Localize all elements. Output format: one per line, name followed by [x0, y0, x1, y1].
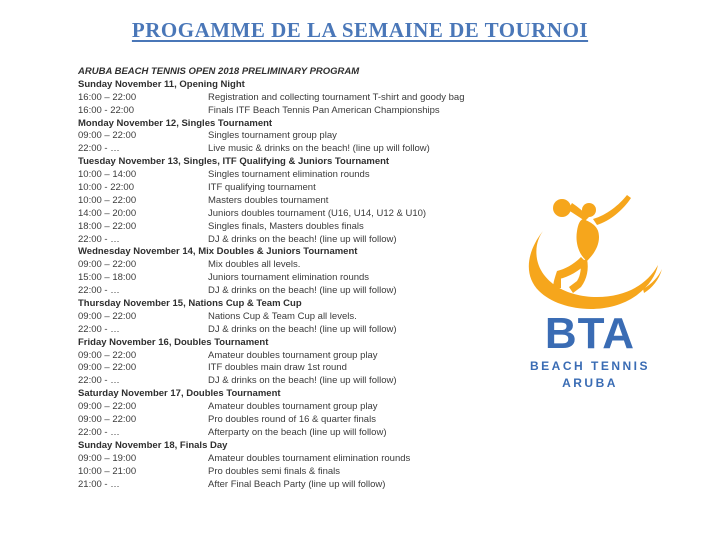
event-row: 10:00 – 21:00 Pro doubles semi finals & f… — [78, 466, 518, 479]
event-description: Nations Cup & Team Cup all levels. — [208, 310, 357, 322]
event-row: 22:00 - … Afterparty on the beach (line u… — [78, 427, 518, 440]
event-row: 14:00 – 20:00 Juniors doubles tournament … — [78, 208, 518, 221]
event-time: 22:00 - … — [78, 285, 120, 297]
logo-beach-tennis-label: BEACH TENNIS — [529, 359, 650, 373]
event-time: 09:00 – 22:00 — [78, 401, 137, 413]
event-description: Finals ITF Beach Tennis Pan American Cha… — [208, 104, 440, 116]
event-time: 09:00 – 22:00 — [78, 362, 137, 374]
event-description: Amateur doubles tournament elimination r… — [208, 452, 411, 464]
event-description: DJ & drinks on the beach! (line up will … — [208, 323, 397, 335]
day-header: Wednesday November 14, Mix Doubles & Jun… — [78, 246, 358, 258]
event-description: DJ & drinks on the beach! (line up will … — [208, 285, 397, 297]
event-description: Masters doubles tournament — [208, 194, 329, 206]
event-description: Registration and collecting tournament T… — [208, 91, 465, 103]
event-row: 09:00 – 22:00 Pro doubles round of 16 & q… — [78, 414, 518, 427]
event-row: 22:00 - … DJ & drinks on the beach! (line… — [78, 324, 518, 337]
event-time: 22:00 - … — [78, 426, 120, 438]
event-description: ITF qualifying tournament — [208, 182, 316, 194]
event-time: 10:00 – 14:00 — [78, 169, 137, 181]
event-description: Juniors tournament elimination rounds — [208, 272, 370, 284]
day-header: Sunday November 18, Finals Day — [78, 439, 228, 451]
event-description: Afterparty on the beach (line up will fo… — [208, 426, 387, 438]
day-header: Tuesday November 13, Singles, ITF Qualif… — [78, 156, 390, 168]
event-time: 14:00 – 20:00 — [78, 207, 137, 219]
event-time: 09:00 – 22:00 — [78, 349, 137, 361]
event-time: 15:00 – 18:00 — [78, 272, 137, 284]
event-description: Pro doubles round of 16 & quarter finals — [208, 414, 376, 426]
event-description: Singles tournament group play — [208, 130, 337, 142]
logo-aruba-label: ARUBA — [562, 376, 618, 390]
logo-acronym: BTA — [544, 309, 636, 358]
event-row: 16:00 - 22:00 Finals ITF Beach Tennis Pan… — [78, 105, 518, 118]
day-header: Thursday November 15, Nations Cup & Team… — [78, 298, 302, 310]
event-time: 09:00 – 19:00 — [78, 452, 137, 464]
event-time: 18:00 – 22:00 — [78, 220, 137, 232]
event-row: 09:00 – 22:00 Nations Cup & Team Cup all … — [78, 311, 518, 324]
event-description: Juniors doubles tournament (U16, U14, U1… — [208, 207, 427, 219]
event-description: Amateur doubles tournament group play — [208, 349, 378, 361]
event-time: 09:00 – 22:00 — [78, 310, 137, 322]
event-row: 09:00 – 22:00 Amateur doubles tournament … — [78, 401, 518, 414]
day-header: Monday November 12, Singles Tournament — [78, 117, 273, 129]
event-description: ITF doubles main draw 1st round — [208, 362, 347, 374]
event-description: Singles finals, Masters doubles finals — [208, 220, 364, 232]
event-description: Live music & drinks on the beach! (line … — [208, 143, 430, 155]
event-description: After Final Beach Party (line up will fo… — [208, 478, 386, 490]
day-header: Saturday November 17, Doubles Tournament — [78, 388, 281, 400]
event-row: 10:00 – 22:00 Masters doubles tournament — [78, 195, 518, 208]
event-time: 16:00 - 22:00 — [78, 104, 134, 116]
event-row: 15:00 – 18:00 Juniors tournament eliminat… — [78, 272, 518, 285]
event-row: 09:00 – 22:00 Singles tournament group pl… — [78, 130, 518, 143]
event-row: 09:00 – 22:00 ITF doubles main draw 1st r… — [78, 362, 518, 375]
event-time: 10:00 - 22:00 — [78, 182, 134, 194]
event-row: 10:00 – 14:00 Singles tournament eliminat… — [78, 169, 518, 182]
event-row: 22:00 - … DJ & drinks on the beach! (line… — [78, 375, 518, 388]
event-row: 09:00 – 19:00 Amateur doubles tournament … — [78, 453, 518, 466]
event-description: DJ & drinks on the beach! (line up will … — [208, 375, 397, 387]
event-time: 09:00 – 22:00 — [78, 259, 137, 271]
event-time: 10:00 – 21:00 — [78, 465, 137, 477]
event-time: 21:00 - … — [78, 478, 120, 490]
event-time: 22:00 - … — [78, 233, 120, 245]
event-time: 22:00 - … — [78, 323, 120, 335]
event-time: 10:00 – 22:00 — [78, 194, 137, 206]
schedule: ARUBA BEACH TENNIS OPEN 2018 PRELIMINARY… — [78, 66, 518, 491]
event-description: Singles tournament elimination rounds — [208, 169, 370, 181]
day-header: Friday November 16, Doubles Tournament — [78, 336, 269, 348]
event-time: 09:00 – 22:00 — [78, 130, 137, 142]
event-row: 16:00 – 22:00 Registration and collecting… — [78, 92, 518, 105]
bta-logo: BTA BEACH TENNIS ARUBA — [515, 193, 665, 390]
page-title: PROGAMME DE LA SEMAINE DE TOURNOI — [131, 18, 589, 42]
day-header: Sunday November 11, Opening Night — [78, 78, 245, 90]
event-row: 10:00 - 22:00 ITF qualifying tournament — [78, 182, 518, 195]
event-time: 16:00 – 22:00 — [78, 91, 137, 103]
beach-tennis-player-icon — [528, 195, 662, 309]
program-heading: ARUBA BEACH TENNIS OPEN 2018 PRELIMINARY… — [78, 66, 360, 77]
event-row: 22:00 - … DJ & drinks on the beach! (line… — [78, 234, 518, 247]
event-description: Mix doubles all levels. — [208, 259, 301, 271]
event-row: 09:00 – 22:00 Mix doubles all levels. — [78, 259, 518, 272]
event-row: 18:00 – 22:00 Singles finals, Masters dou… — [78, 221, 518, 234]
event-time: 22:00 - … — [78, 143, 120, 155]
event-row: 22:00 - … DJ & drinks on the beach! (line… — [78, 285, 518, 298]
event-row: 09:00 – 22:00 Amateur doubles tournament … — [78, 350, 518, 363]
event-row: 22:00 - … Live music & drinks on the beac… — [78, 143, 518, 156]
event-description: DJ & drinks on the beach! (line up will … — [208, 233, 397, 245]
event-time: 09:00 – 22:00 — [78, 414, 137, 426]
event-description: Pro doubles semi finals & finals — [208, 465, 341, 477]
event-description: Amateur doubles tournament group play — [208, 401, 378, 413]
event-row: 21:00 - … After Final Beach Party (line u… — [78, 479, 518, 492]
event-time: 22:00 - … — [78, 375, 120, 387]
